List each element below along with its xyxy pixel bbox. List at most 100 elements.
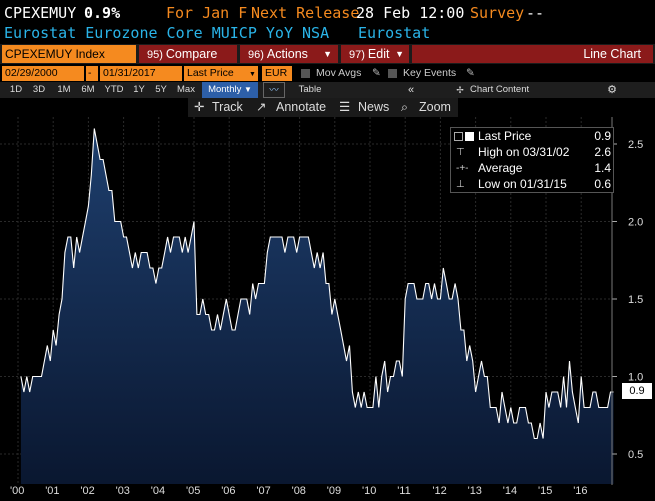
actions-label: Actions [266,47,308,61]
range-1m[interactable]: 1M [57,84,71,95]
ticker: CPEXEMUY [4,4,77,22]
for-label: For Jan F [166,4,248,22]
x-tick-label: '09 [326,485,342,497]
period-label: Monthly [208,84,242,95]
compare-label: Compare [165,47,218,61]
area-fill [20,128,614,484]
next-release-label: Next Release [251,4,360,22]
track-button[interactable]: Track [212,100,243,114]
news-button[interactable]: News [358,100,390,114]
legend-color-swatch [465,132,474,141]
period-select[interactable]: Monthly ▼ [202,82,258,98]
edit-label: Edit [367,47,390,61]
x-tick-label: '02 [80,485,95,497]
y-tick-label: 0.5 [628,449,643,461]
range-max[interactable]: Max [177,84,195,95]
last-value: 0.9% [84,4,121,22]
collapse-left-icon[interactable]: « [407,84,415,96]
x-tick-label: '05 [186,485,201,497]
y-axis: 0.5 1.0 1.5 2.0 2.5 [611,117,643,485]
next-release-date: 28 Feb 12:00 [356,4,465,22]
compare-button[interactable]: 95) Compare [139,45,237,63]
end-date-field[interactable]: 01/31/2017 [100,66,182,81]
range-1y[interactable]: 1Y [133,84,145,95]
edit-number: 97) [349,49,365,61]
source-label: Eurostat [358,24,431,42]
x-tick-label: '00 [10,485,25,497]
gear-icon[interactable]: ⚙ [607,84,617,96]
edit-button[interactable]: 97) Edit ▼ [341,45,409,63]
annotate-button[interactable]: Annotate [276,100,327,114]
legend-low: ⊥ Low on 01/31/15 0.6 [451,177,615,192]
x-tick-label: '16 [573,485,588,497]
range-bar: 1D 3D 1M 6M YTD 1Y 5Y Max Monthly ▼ 〰 Ta… [0,82,655,98]
legend-last-price-label: Last Price [478,129,532,143]
range-5y[interactable]: 5Y [155,84,167,95]
x-tick-label: '01 [45,485,60,497]
x-tick-label: '03 [115,485,130,497]
currency-select[interactable]: EUR [262,66,292,81]
price-field-select[interactable]: Last Price [184,66,258,81]
range-3d[interactable]: 3D [32,84,46,95]
x-tick-label: '04 [150,485,166,497]
actions-dropdown-icon: ▼ [323,49,332,59]
chart-type-button[interactable]: Line Chart [412,45,653,63]
legend-average-label: Average [478,161,523,175]
legend-collapse-icon[interactable] [454,132,463,141]
key-events-settings-icon[interactable]: ✎ [466,67,475,79]
security-field[interactable]: CPEXEMUY Index [2,45,136,63]
x-tick-label: '06 [221,485,236,497]
high-marker-icon: ⊤ [456,147,465,158]
legend-average-value: 1.4 [594,161,611,175]
line-chart-icon[interactable]: 〰 [263,82,285,98]
average-marker-icon: -+- [456,163,469,174]
legend-low-value: 0.6 [594,177,611,191]
annotate-icon: ↗ [256,100,267,114]
legend-high: ⊤ High on 03/31/02 2.6 [451,145,615,160]
mov-avgs-checkbox[interactable] [301,69,310,78]
chart-tools: ✛ Track ↗ Annotate ☰ News ⌕ Zoom [188,98,458,117]
main-toolbar: CPEXEMUY Index 95) Compare 96) Actions ▼ 9… [0,44,655,64]
x-tick-label: '14 [502,485,518,497]
date-separator: - [86,66,98,81]
x-tick-label: '10 [362,485,377,497]
survey-label: Survey [470,4,525,22]
zoom-icon: ⌕ [401,100,409,114]
range-ytd[interactable]: YTD [104,84,124,95]
mov-avgs-label: Mov Avgs [316,67,362,79]
y-tick-label: 1.5 [628,294,643,306]
track-icon: ✛ [194,100,205,114]
header-row: CPEXEMUY 0.9% For Jan F Next Release 28 … [0,4,655,24]
legend-high-value: 2.6 [594,145,611,159]
range-1d[interactable]: 1D [9,84,23,95]
chart-legend[interactable]: Last Price 0.9 ⊤ High on 03/31/02 2.6 -+… [450,127,614,193]
key-events-label: Key Events [403,67,457,79]
x-tick-label: '08 [291,485,306,497]
price-line [20,128,614,440]
key-events-checkbox[interactable] [388,69,397,78]
x-tick-label: '12 [432,485,447,497]
pencil-icon[interactable]: ✎ [372,67,381,79]
actions-button[interactable]: 96) Actions ▼ [240,45,338,63]
x-axis: '00 '01 '02 '03 '04 '05 '06 '07 '08 '09 '10 '11 '12 '… [0,484,655,501]
legend-last-price: Last Price 0.9 [451,129,615,144]
legend-last-price-value: 0.9 [594,129,611,143]
date-controls: 02/29/2000 - 01/31/2017 Last Price ▼ EUR… [0,65,655,82]
zoom-button[interactable]: Zoom [419,100,451,114]
chart-content-button[interactable]: Chart Content [470,84,530,95]
survey-value: -- [526,4,545,22]
edit-dropdown-icon: ▼ [395,49,404,59]
range-6m[interactable]: 6M [81,84,95,95]
legend-high-label: High on 03/31/02 [478,145,570,159]
x-tick-label: '11 [397,485,411,497]
x-tick-label: '13 [467,485,482,497]
low-marker-icon: ⊥ [456,179,465,190]
legend-average: -+- Average 1.4 [451,161,615,176]
chart-content-icon: ✢ [456,85,464,95]
x-tick-label: '07 [256,485,271,497]
price-field-dropdown-icon: ▼ [249,71,256,78]
table-button[interactable]: Table [298,84,322,95]
x-tick-label: '15 [538,485,553,497]
start-date-field[interactable]: 02/29/2000 [2,66,84,81]
actions-number: 96) [248,49,264,61]
